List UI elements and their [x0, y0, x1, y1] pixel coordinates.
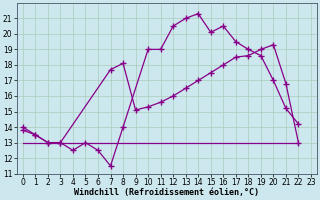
X-axis label: Windchill (Refroidissement éolien,°C): Windchill (Refroidissement éolien,°C) [74, 188, 260, 197]
